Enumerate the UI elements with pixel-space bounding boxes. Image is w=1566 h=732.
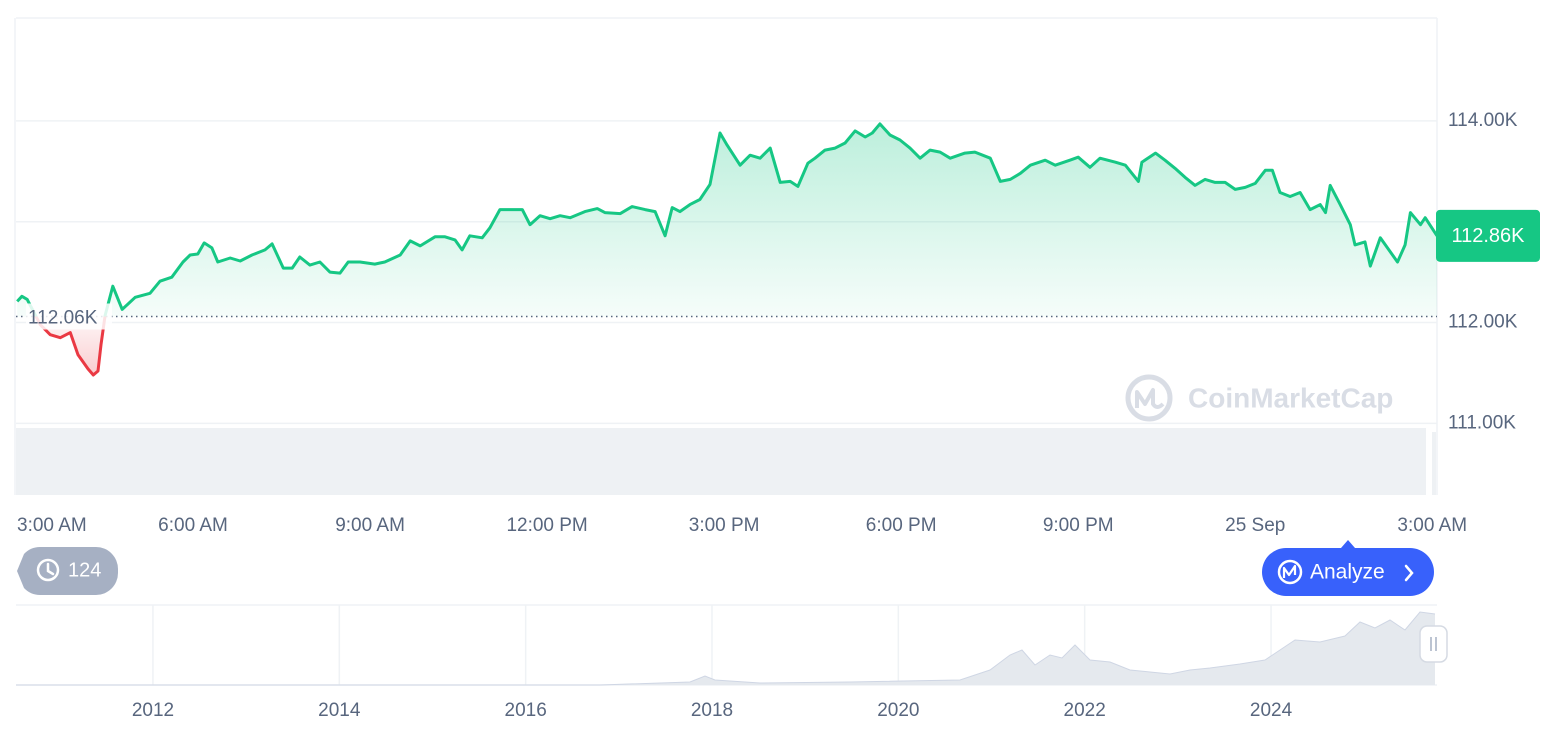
watermark: CoinMarketCap: [1125, 374, 1393, 422]
x-tick-label: 12:00 PM: [506, 515, 587, 536]
x-tick-label: 3:00 PM: [689, 515, 760, 536]
navigator-handle[interactable]: [1419, 625, 1448, 663]
navigator-tick-label: 2018: [691, 700, 733, 721]
navigator-tick-label: 2022: [1064, 700, 1106, 721]
price-tag: [1436, 209, 1540, 262]
history-icon: [36, 558, 60, 582]
analyze-label[interactable]: Analyze: [1310, 561, 1385, 584]
navigator-tick-label: 2014: [318, 700, 361, 721]
watermark-logo: [1125, 374, 1173, 422]
analyze-icon-mark: [1282, 564, 1297, 578]
analyze-icon: [1277, 559, 1303, 585]
x-tick-label: 25 Sep: [1225, 515, 1285, 536]
watermark-text: CoinMarketCap: [1188, 382, 1393, 413]
x-tick-label: 3:00 AM: [1397, 515, 1467, 536]
price-area: [17, 123, 1438, 376]
navigator-area: [16, 612, 1435, 685]
analyze-chevron: [1404, 564, 1414, 582]
price-tag-label: 112.86K: [1451, 225, 1525, 247]
x-tick-label: 6:00 PM: [866, 515, 937, 536]
analyze-button[interactable]: Analyze: [1262, 540, 1434, 596]
baseline-label: 112.06K: [28, 308, 98, 329]
x-tick-label: 9:00 AM: [335, 515, 405, 536]
navigator-tick-label: 2024: [1250, 700, 1293, 721]
navigator-tick-label: 2012: [132, 700, 174, 721]
history-icon-hands: [46, 562, 55, 576]
navigator-line: [16, 611, 1436, 686]
analyze-button-bg[interactable]: [1262, 548, 1434, 596]
x-tick-label: 6:00 AM: [158, 515, 228, 536]
history-badge-bg[interactable]: [17, 547, 118, 595]
navigator-tick-label: 2016: [505, 700, 547, 721]
volume-band: [16, 428, 1426, 495]
x-tick-label: 9:00 PM: [1043, 515, 1114, 536]
volume-band-last: [1432, 432, 1436, 495]
baseline-label-bg: [26, 303, 112, 330]
y-tick-label: 111.00K: [1448, 412, 1516, 433]
y-tick-label: 114.00K: [1448, 110, 1518, 131]
plot: 112.06K: [16, 122, 1439, 377]
navigator-tick-label: 2020: [877, 700, 919, 721]
history-badge[interactable]: 124: [17, 547, 118, 595]
history-count: 124: [68, 559, 101, 581]
x-tick-label: 3:00 AM: [17, 515, 87, 536]
navigator: 2012 2014 2016 2018 2020 2022 2024: [16, 604, 1448, 721]
y-tick-label: 112.00K: [1448, 312, 1518, 333]
watermark-logo-mark: [1135, 388, 1165, 409]
price-line: [16, 122, 1439, 377]
analyze-pointer: [1341, 540, 1355, 548]
